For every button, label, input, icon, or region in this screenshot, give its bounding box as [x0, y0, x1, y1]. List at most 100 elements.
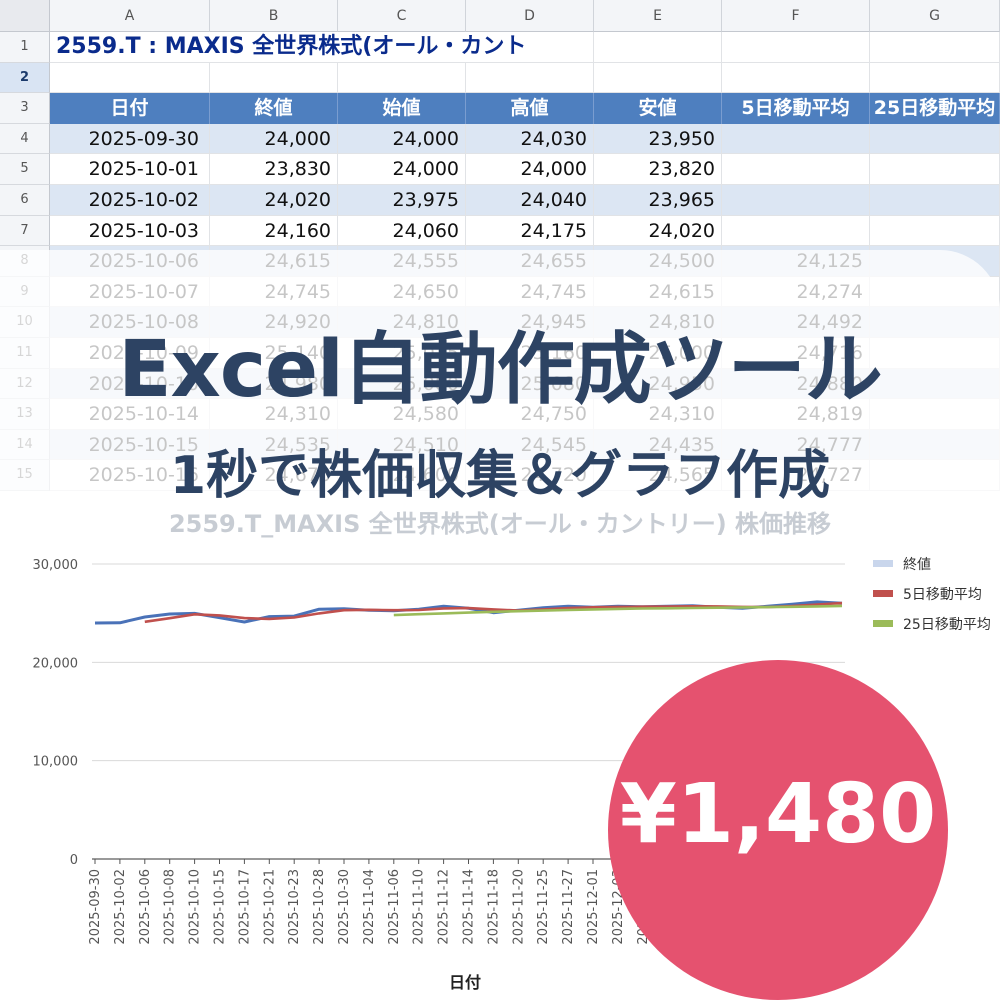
value-cell[interactable]: 24,175 [466, 215, 594, 247]
row-header-4[interactable]: 4 [0, 123, 50, 155]
x-tick-label: 2025-11-18 [486, 869, 501, 945]
cell[interactable] [870, 62, 1000, 94]
series-line-2 [393, 604, 843, 617]
x-tick-label: 2025-09-30 [88, 869, 103, 945]
value-cell[interactable] [870, 123, 1000, 155]
column-header-b[interactable]: B [210, 0, 338, 32]
table-header-cell[interactable]: 高値 [466, 93, 594, 124]
x-tick-label: 2025-10-23 [287, 869, 302, 945]
value-cell[interactable] [870, 154, 1000, 185]
column-header-c[interactable]: C [338, 0, 466, 32]
legend-swatch [873, 620, 893, 627]
column-header-f[interactable]: F [722, 0, 870, 32]
legend-swatch [873, 560, 893, 567]
x-tick-label: 2025-10-06 [138, 869, 153, 945]
x-tick-label: 2025-12-01 [586, 869, 601, 945]
value-cell[interactable]: 23,830 [210, 154, 338, 185]
row-header-3[interactable]: 3 [0, 93, 50, 124]
chart-title: 2559.T_MAXIS 全世界株式(オール・カントリー) 株価推移 [168, 510, 832, 538]
y-tick-label: 10,000 [33, 755, 79, 770]
row-header-6[interactable]: 6 [0, 185, 50, 216]
value-cell[interactable]: 24,020 [594, 215, 722, 247]
price-text: ¥1,480 [619, 767, 937, 862]
fade-overlay [0, 250, 1000, 492]
y-tick-label: 0 [70, 853, 78, 868]
date-cell[interactable]: 2025-10-03 [50, 215, 210, 247]
x-tick-label: 2025-11-06 [387, 869, 402, 945]
x-tick-label: 2025-10-28 [312, 869, 327, 945]
headline: Excel自動作成ツール [118, 325, 882, 415]
row-header-1[interactable]: 1 [0, 32, 50, 63]
cell[interactable] [722, 62, 870, 94]
x-tick-label: 2025-10-10 [188, 869, 203, 945]
table-header-cell[interactable]: 終値 [210, 93, 338, 124]
x-tick-label: 2025-10-30 [337, 869, 352, 945]
date-cell[interactable]: 2025-10-01 [50, 154, 210, 185]
cell[interactable] [50, 62, 210, 94]
sheet-title-cell[interactable]: 2559.T : MAXIS 全世界株式(オール・カント [50, 32, 594, 63]
value-cell[interactable] [722, 185, 870, 216]
x-tick-label: 2025-11-14 [462, 869, 477, 945]
x-tick-label: 2025-10-08 [163, 869, 178, 945]
x-tick-label: 2025-11-20 [511, 869, 526, 945]
value-cell[interactable]: 23,975 [338, 185, 466, 216]
cell[interactable] [338, 62, 466, 94]
value-cell[interactable]: 24,000 [210, 123, 338, 155]
row-header-2[interactable]: 2 [0, 62, 50, 94]
legend-label: 5日移動平均 [903, 587, 982, 603]
row-header-5[interactable]: 5 [0, 154, 50, 185]
x-tick-label: 2025-10-17 [237, 869, 252, 945]
chart-xlabel: 日付 [449, 973, 481, 992]
table-header-cell[interactable]: 安値 [594, 93, 722, 124]
legend-label: 終値 [903, 557, 931, 573]
cell[interactable] [722, 32, 870, 63]
x-tick-label: 2025-10-21 [262, 869, 277, 945]
x-tick-label: 2025-11-27 [561, 869, 576, 945]
value-cell[interactable]: 23,950 [594, 123, 722, 155]
value-cell[interactable] [870, 185, 1000, 216]
value-cell[interactable] [722, 215, 870, 247]
value-cell[interactable] [722, 154, 870, 185]
subline: 1秒で株価収集＆グラフ作成 [169, 446, 831, 506]
x-tick-label: 2025-11-04 [362, 869, 377, 945]
table-header-cell[interactable]: 日付 [50, 93, 210, 124]
value-cell[interactable]: 24,000 [338, 154, 466, 185]
x-tick-label: 2025-11-25 [536, 869, 551, 945]
value-cell[interactable] [870, 215, 1000, 247]
value-cell[interactable]: 24,000 [338, 123, 466, 155]
date-cell[interactable]: 2025-09-30 [50, 123, 210, 155]
row-header-7[interactable]: 7 [0, 215, 50, 247]
date-cell[interactable]: 2025-10-02 [50, 185, 210, 216]
table-header-cell[interactable]: 25日移動平均 [870, 93, 1000, 124]
value-cell[interactable]: 24,060 [338, 215, 466, 247]
value-cell[interactable]: 24,030 [466, 123, 594, 155]
value-cell[interactable]: 24,040 [466, 185, 594, 216]
x-tick-label: 2025-10-15 [213, 869, 228, 945]
y-tick-label: 20,000 [33, 656, 79, 671]
cell[interactable] [870, 32, 1000, 63]
column-header-e[interactable]: E [594, 0, 722, 32]
value-cell[interactable]: 23,820 [594, 154, 722, 185]
value-cell[interactable] [722, 123, 870, 155]
legend-label: 25日移動平均 [903, 617, 991, 633]
price-badge [608, 660, 948, 1000]
y-tick-label: 30,000 [33, 558, 79, 573]
column-header-a[interactable]: A [50, 0, 210, 32]
value-cell[interactable]: 24,020 [210, 185, 338, 216]
cell[interactable] [594, 32, 722, 63]
value-cell[interactable]: 24,000 [466, 154, 594, 185]
column-header-g[interactable]: G [870, 0, 1000, 32]
select-all-corner[interactable] [0, 0, 50, 32]
table-header-cell[interactable]: 5日移動平均 [722, 93, 870, 124]
x-tick-label: 2025-11-10 [412, 869, 427, 945]
cell[interactable] [466, 62, 594, 94]
x-tick-label: 2025-10-02 [113, 869, 128, 945]
value-cell[interactable]: 23,965 [594, 185, 722, 216]
cell[interactable] [210, 62, 338, 94]
cell[interactable] [594, 62, 722, 94]
x-tick-label: 2025-11-12 [437, 869, 452, 945]
table-header-cell[interactable]: 始値 [338, 93, 466, 124]
legend-swatch [873, 590, 893, 597]
value-cell[interactable]: 24,160 [210, 215, 338, 247]
column-header-d[interactable]: D [466, 0, 594, 32]
